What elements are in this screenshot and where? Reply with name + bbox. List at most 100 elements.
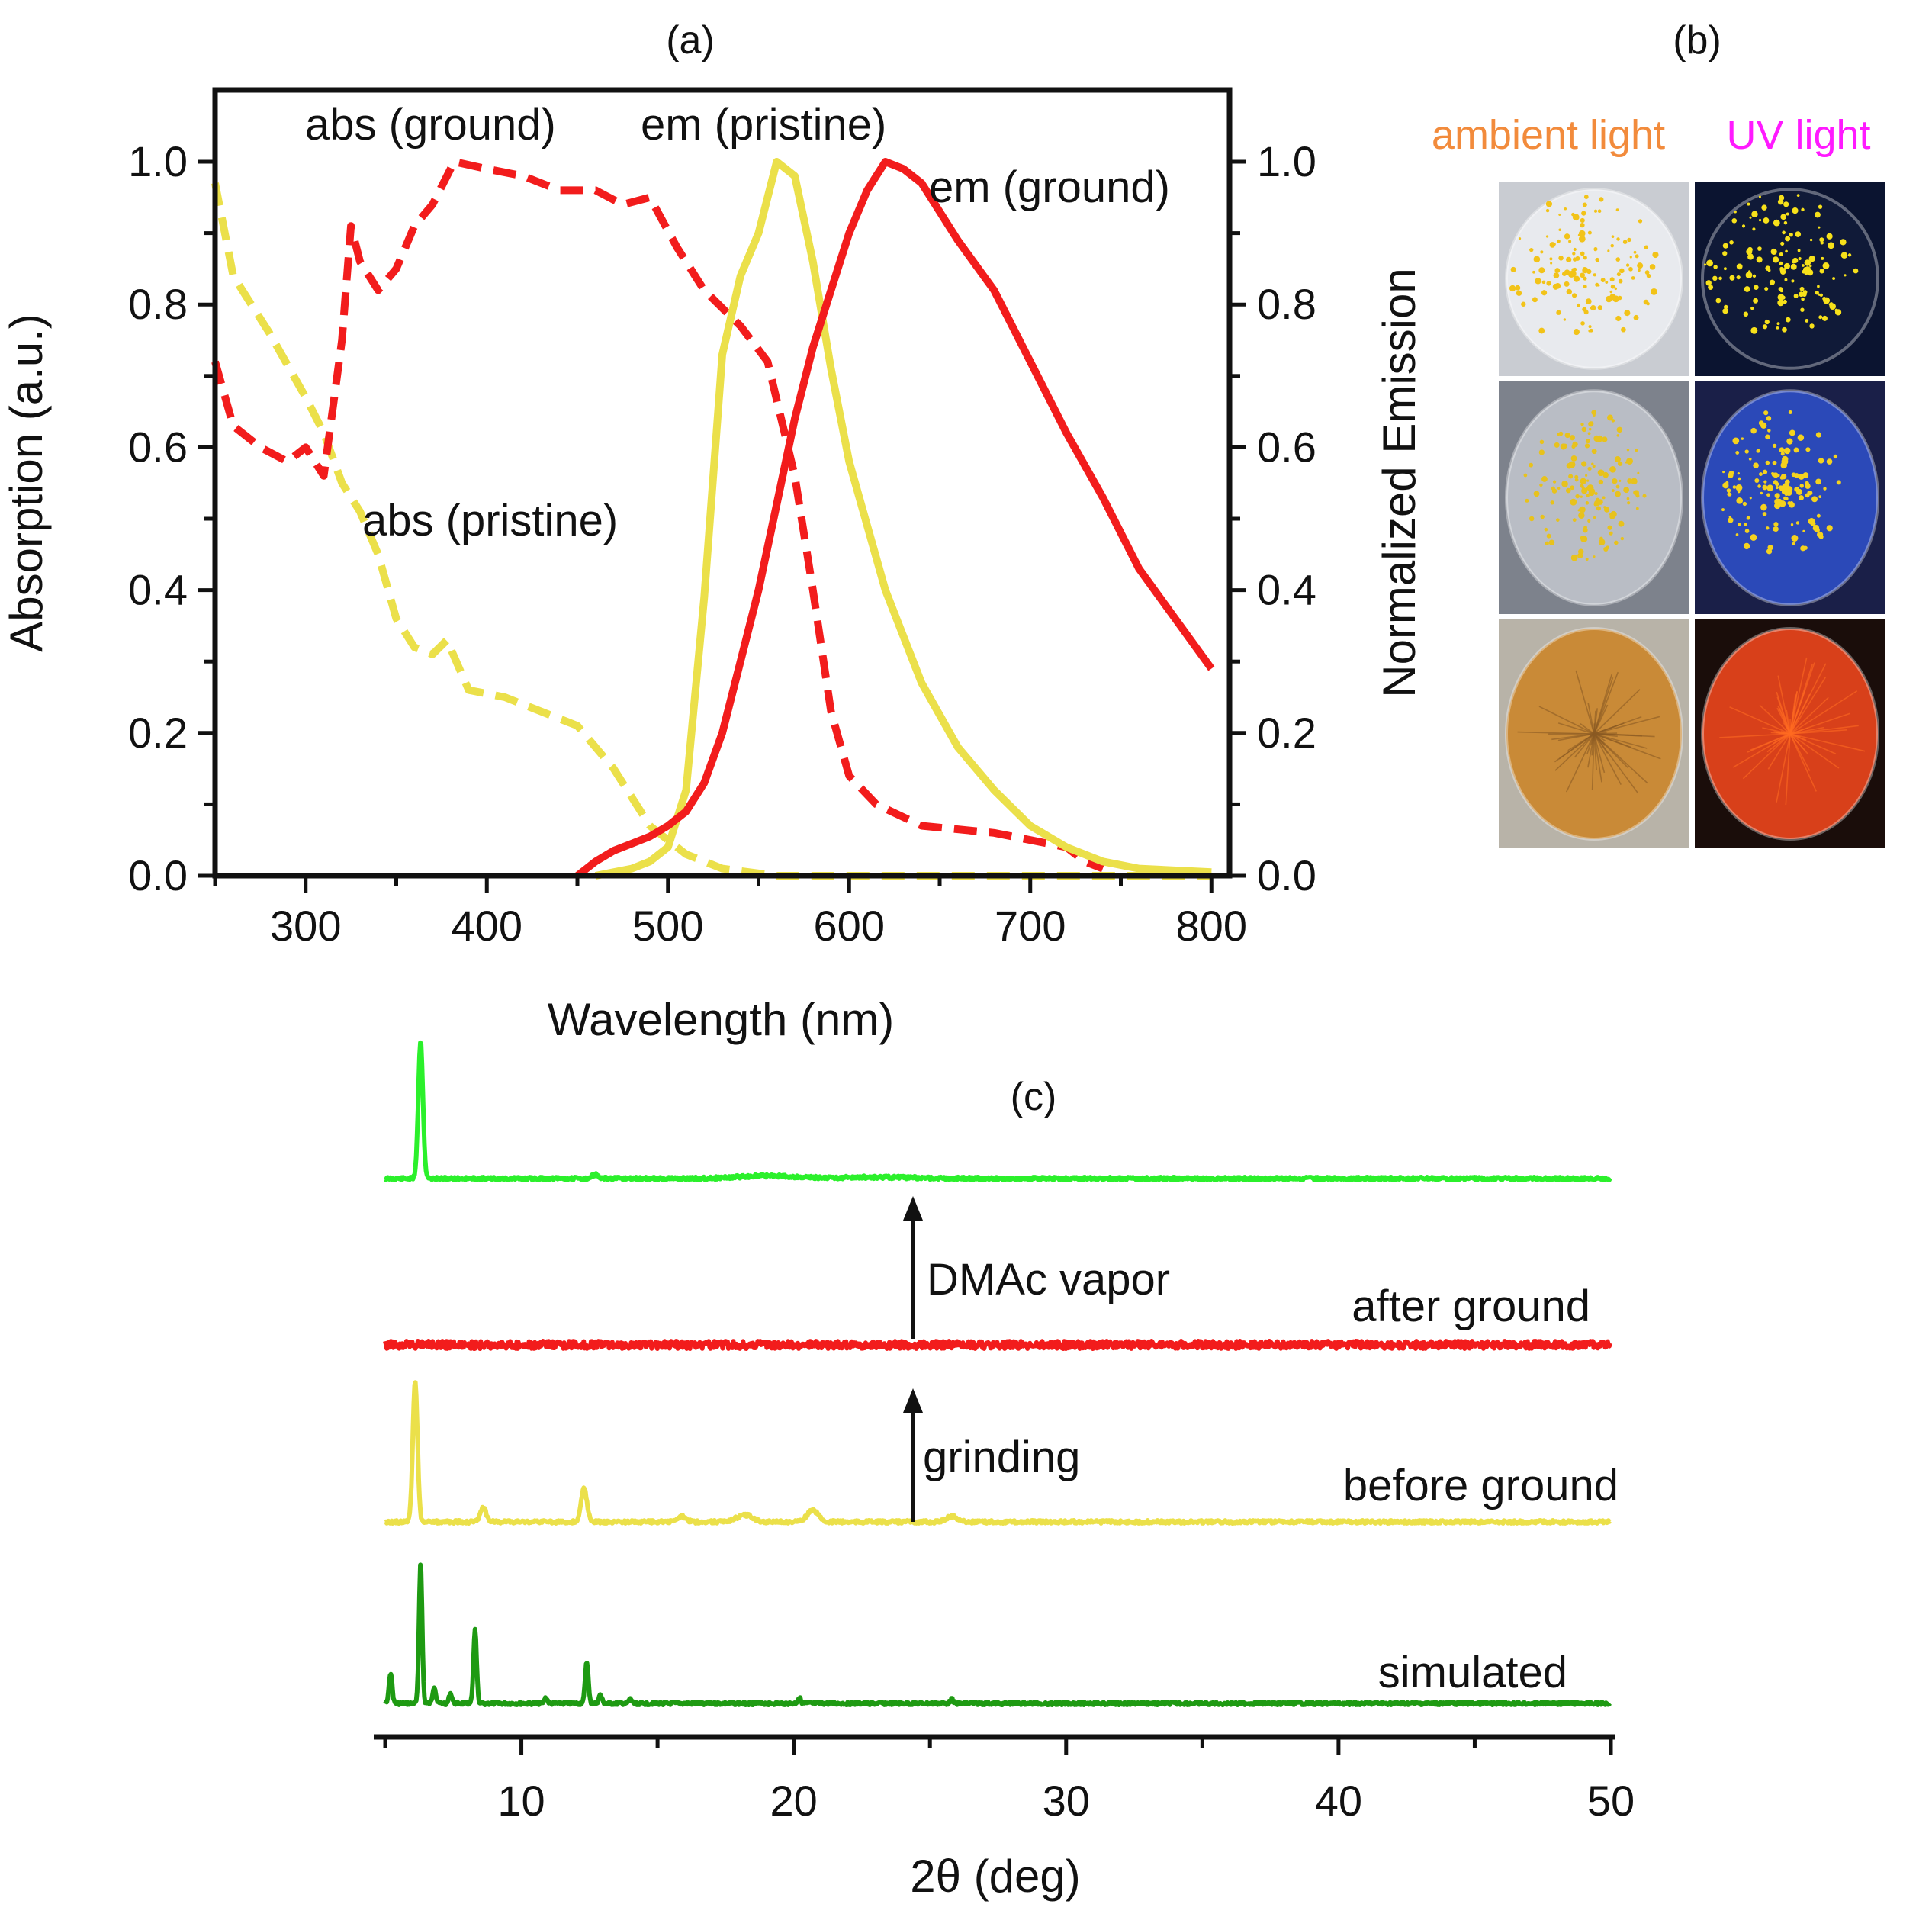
crystal-speck [1577,233,1581,236]
crystal-speck [1564,233,1570,240]
photo-grid [1499,182,1885,848]
crystal-speck [1815,211,1821,218]
crystal-speck [1706,259,1713,267]
crystal-speck [1563,318,1567,321]
crystal-speck [1786,438,1793,445]
crystal-speck [1588,427,1592,431]
crystal-speck [1809,323,1815,329]
crystal-speck [1804,481,1809,486]
panel-c-chart: (c) 10 20 30 40 50 2θ (deg) simulated before… [374,1040,1635,1902]
crystal-speck [1738,523,1741,526]
crystal-speck [1609,277,1615,282]
crystal-speck [1615,491,1621,497]
crystal-speck [1633,314,1639,320]
photo-ambient-row-1 [1499,182,1689,376]
crystal-speck [1621,326,1626,333]
panel-a-right-axis-label: Normalized Emission [1374,268,1425,698]
crystal-speck [1800,307,1805,312]
crystal-speck [1572,293,1577,298]
crystal-speck [1705,280,1712,286]
crystal-speck [1593,503,1597,507]
crystal-streak [1789,725,1859,735]
crystal-speck [1533,256,1541,263]
crystal-speck [1819,237,1824,243]
label-grinding: grinding [923,1433,1080,1482]
crystal-speck [1742,501,1747,507]
crystal-speck [1617,295,1622,301]
crystal-speck [1797,249,1801,252]
crystal-streak [1557,722,1595,735]
crystal-speck [1792,207,1799,214]
crystal-speck [1728,515,1731,519]
crystal-speck [1642,494,1647,498]
crystal-speck [1629,256,1632,259]
crystal-speck [1729,275,1735,281]
crystal-speck [1553,243,1556,246]
crystal-speck [1556,310,1561,315]
crystal-speck [1763,217,1770,224]
crystal-speck [1593,435,1600,442]
crystal-speck [1802,264,1805,267]
crystal-streak [1789,733,1809,755]
crystal-speck [1799,484,1804,488]
crystal-speck [1606,295,1612,303]
crystal-speck [1573,275,1580,282]
panel-c-x-tick-labels: 10 20 30 40 50 [497,1777,1635,1825]
right-tick-label: 0.2 [1257,709,1316,757]
crystal-speck [1598,539,1606,545]
crystal-speck [1712,275,1718,281]
crystal-speck [1735,533,1739,536]
y-tick-label: 1.0 [128,137,188,185]
crystal-speck [1581,487,1588,494]
crystal-speck [1561,481,1568,487]
crystal-speck [1603,507,1610,513]
crystal-speck [1595,282,1599,287]
crystal-speck [1564,207,1567,211]
crystal-streak [1567,733,1595,751]
crystal-speck [1529,516,1535,522]
crystal-speck [1625,263,1630,267]
crystal-speck [1550,262,1553,265]
panel-a-right-tick-labels: 0.0 0.2 0.4 0.6 0.8 1.0 [1257,137,1316,899]
crystal-speck [1753,298,1759,304]
crystal-speck [1616,426,1623,433]
crystal-speck [1622,240,1628,244]
crystal-speck [1551,486,1555,491]
crystal-speck [1558,228,1561,231]
crystal-speck [1570,455,1577,462]
crystal-speck [1611,235,1615,238]
right-tick-label: 0.4 [1257,566,1316,614]
crystal-speck [1779,475,1784,480]
crystal-streak [1750,733,1791,751]
crystal-speck [1626,449,1630,452]
crystal-speck [1818,204,1823,209]
crystal-streak [1587,703,1595,735]
panel-a-y-tick-labels: 0.0 0.2 0.4 0.6 0.8 1.0 [128,137,188,899]
crystal-speck [1593,555,1596,558]
crystal-speck [1548,539,1555,545]
crystal-speck [1823,297,1831,304]
crystal-speck [1783,201,1789,207]
crystal-speck [1592,465,1596,468]
crystal-speck [1779,267,1785,273]
crystal-speck [1552,480,1557,484]
crystal-speck [1844,274,1847,277]
crystal-speck [1833,454,1838,459]
crystal-speck [1759,472,1763,477]
crystal-speck [1722,308,1728,314]
crystal-speck [1776,326,1779,330]
crystal-streak [1777,706,1791,735]
crystal-streak [1593,733,1661,760]
pattern-before-ground [384,1380,1612,1526]
series-abs-pristine [211,182,1212,880]
pattern-dmac-vapor-recovered [383,1040,1612,1182]
crystal-speck [1557,239,1561,243]
crystal-streak [1554,733,1595,771]
crystal-speck [1735,451,1740,455]
crystal-speck [1810,521,1816,526]
crystal-speck [1763,410,1769,416]
crystal-speck [1586,479,1590,482]
crystal-speck [1516,285,1519,288]
crystal-speck [1750,534,1757,541]
y-tick-label: 0.0 [128,851,188,899]
